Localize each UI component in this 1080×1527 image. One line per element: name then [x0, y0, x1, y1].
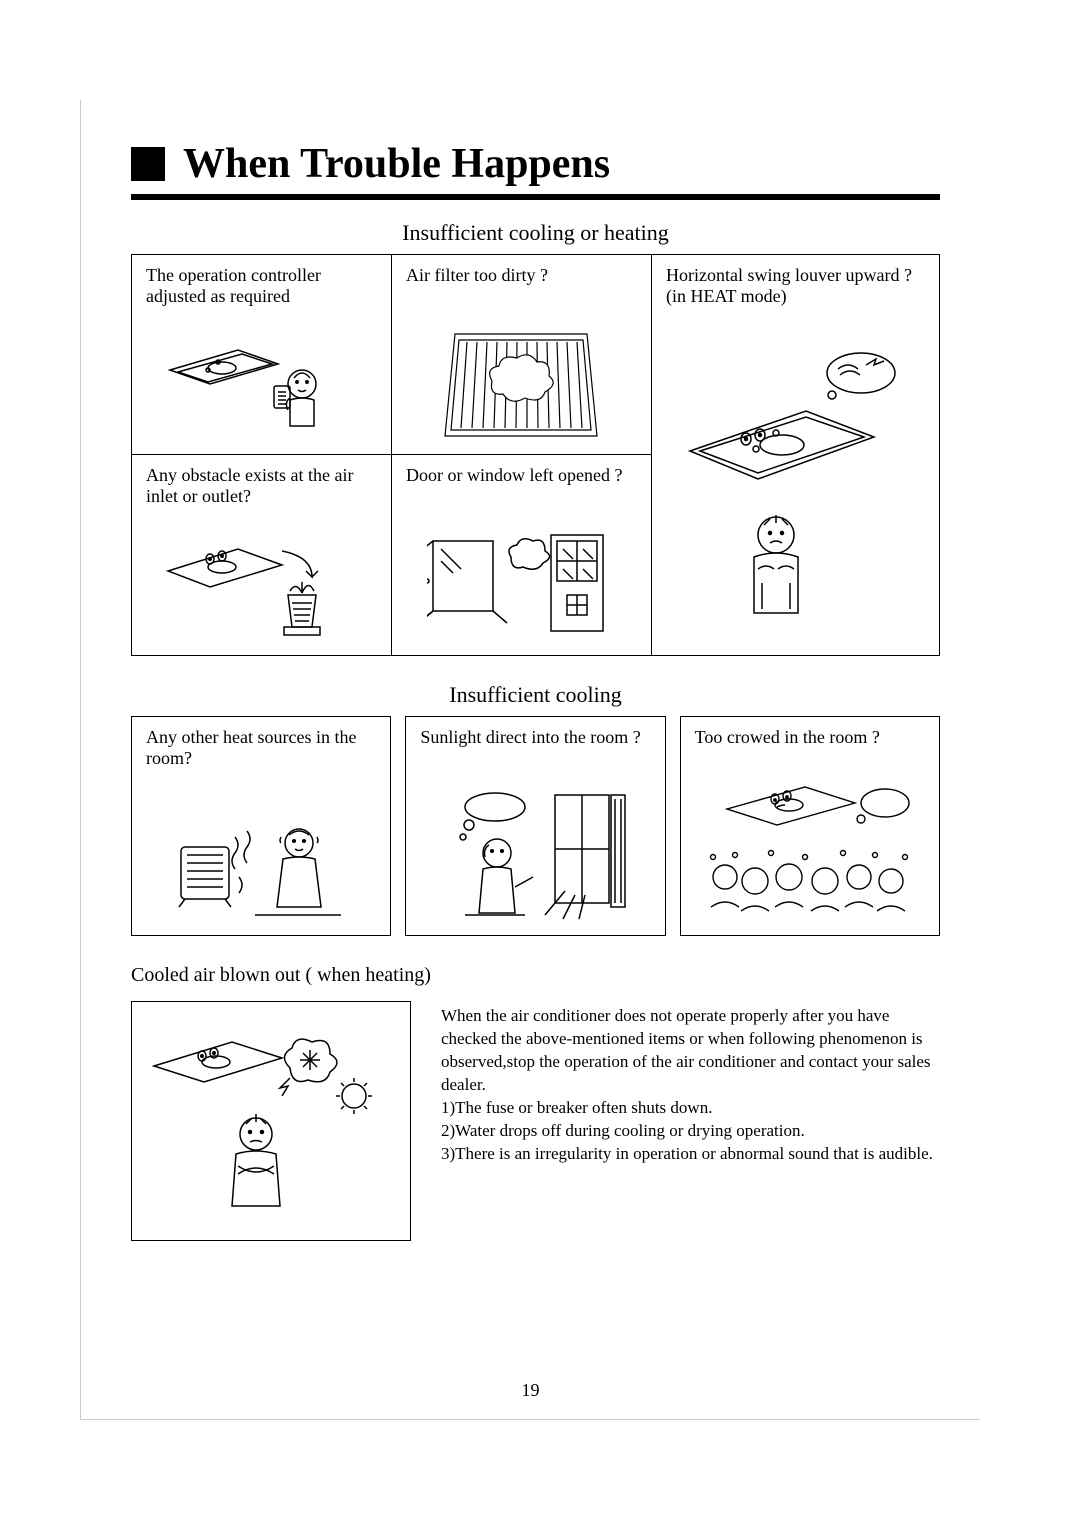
card-label: Too crowed in the room ?: [695, 727, 925, 748]
section3-text-block: When the air conditioner does not operat…: [441, 1001, 940, 1241]
section3-row: When the air conditioner does not operat…: [131, 1001, 940, 1241]
cell-label: The operation controller adjusted as req…: [146, 265, 377, 307]
section3-heading: Cooled air blown out ( when heating): [131, 964, 940, 987]
crowded-room-icon: [681, 777, 939, 927]
cell-louver-upward: Horizontal swing louver upward ? (in HEA…: [652, 255, 939, 655]
section3-item-1: 1)The fuse or breaker often shuts down.: [441, 1097, 940, 1120]
cell-obstacle-inlet: Any obstacle exists at the air inlet or …: [132, 455, 392, 655]
title-underline: [131, 194, 940, 200]
section2-heading: Insufficient cooling: [131, 682, 940, 708]
square-bullet-icon: [131, 147, 165, 181]
card-sunlight-direct: Sunlight direct into the room ?: [405, 716, 665, 936]
section3-paragraph: When the air conditioner does not operat…: [441, 1005, 940, 1097]
snowflake-sun-person-icon: [132, 1026, 410, 1226]
title-row: When Trouble Happens: [131, 140, 940, 188]
open-window-door-icon: [392, 527, 651, 647]
cell-label: Door or window left opened ?: [406, 465, 637, 486]
page-title: When Trouble Happens: [183, 140, 610, 188]
cell-door-window-open: Door or window left opened ?: [392, 455, 652, 655]
cassette-plant-obstacle-icon: [132, 537, 391, 647]
section1-heading: Insufficient cooling or heating: [131, 220, 940, 246]
card-label: Sunlight direct into the room ?: [420, 727, 650, 748]
louver-upward-cold-person-icon: [652, 343, 939, 643]
card-heat-sources: Any other heat sources in the room?: [131, 716, 391, 936]
card-label: Any other heat sources in the room?: [146, 727, 376, 769]
page-number: 19: [81, 1380, 980, 1401]
section3-item-3: 3)There is an irregularity in operation …: [441, 1143, 940, 1166]
section3-item-2: 2)Water drops off during cooling or dryi…: [441, 1120, 940, 1143]
card-too-crowded: Too crowed in the room ?: [680, 716, 940, 936]
cell-label: Any obstacle exists at the air inlet or …: [146, 465, 377, 507]
page-frame: When Trouble Happens Insufficient coolin…: [80, 100, 980, 1420]
section2-row: Any other heat sources in the room?: [131, 716, 940, 936]
cell-air-filter-dirty: Air filter too dirty ?: [392, 255, 652, 455]
section1-grid: The operation controller adjusted as req…: [131, 254, 940, 656]
cassette-person-thinking-icon: [132, 336, 391, 446]
cell-label: Horizontal swing louver upward ? (in HEA…: [666, 265, 925, 307]
dirty-filter-icon: [392, 326, 651, 446]
cell-controller-adjusted: The operation controller adjusted as req…: [132, 255, 392, 455]
heater-person-icon: [132, 797, 390, 927]
sunlight-window-person-icon: [406, 787, 664, 927]
section3-illustration-box: [131, 1001, 411, 1241]
cell-label: Air filter too dirty ?: [406, 265, 637, 286]
